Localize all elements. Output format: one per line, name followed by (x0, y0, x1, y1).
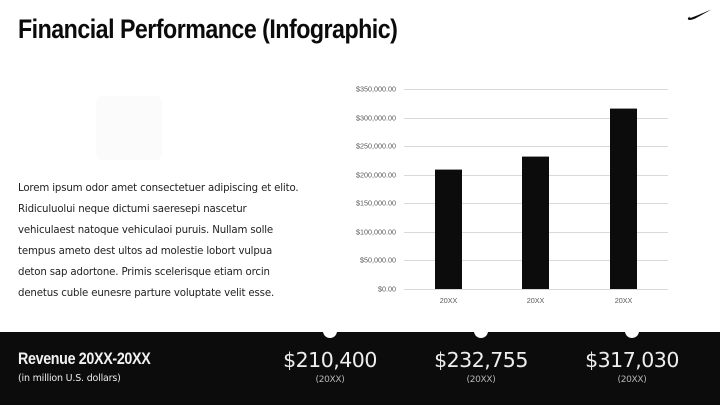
gridline (404, 89, 668, 90)
gridline (404, 289, 668, 290)
bar-3 (610, 107, 637, 289)
swoosh-logo-icon (687, 9, 712, 20)
stat-item: $317,030 (20XX) (557, 348, 707, 386)
y-tick-label: $250,000.00 (356, 141, 396, 151)
x-tick-label: 20XX (439, 296, 458, 305)
stat-value: $210,400 (283, 348, 377, 372)
timeline-marker (474, 324, 488, 338)
y-tick-label: $150,000.00 (356, 198, 396, 208)
x-tick-label: 20XX (614, 296, 633, 305)
stat-item: $210,400 (20XX) (255, 348, 405, 386)
gridline (404, 117, 668, 119)
stat-item: $232,755 (20XX) (406, 348, 556, 386)
decorative-placeholder (96, 96, 162, 160)
summary-subtitle: (in million U.S. dollars) (18, 373, 121, 384)
bar-2 (522, 155, 549, 289)
y-tick-label: $100,000.00 (356, 227, 396, 237)
y-tick-label: $50,000.00 (360, 255, 396, 265)
stat-value: $317,030 (585, 348, 679, 372)
revenue-bar-chart: $350,000.00 $300,000.00 $250,000.00 $200… (340, 80, 680, 310)
y-tick-label: $350,000.00 (356, 84, 396, 94)
gridline (404, 146, 668, 148)
stat-year: (20XX) (466, 375, 496, 385)
x-tick-label: 20XX (526, 296, 545, 305)
description-paragraph: Lorem ipsum odor amet consectetuer adipi… (18, 183, 299, 300)
page-title: Financial Performance (Infographic) (18, 14, 398, 44)
timeline-marker (625, 324, 639, 338)
y-tick-label: $300,000.00 (356, 113, 396, 123)
stat-year: (20XX) (617, 375, 647, 385)
timeline-marker (323, 324, 337, 338)
y-tick-label: $0.00 (378, 284, 396, 294)
bar-1 (435, 168, 462, 289)
y-tick-label: $200,000.00 (356, 170, 396, 180)
summary-title: Revenue 20XX-20XX (18, 349, 151, 368)
revenue-summary-band: Revenue 20XX-20XX (in million U.S. dolla… (0, 324, 720, 405)
stat-value: $232,755 (434, 348, 528, 372)
stat-year: (20XX) (315, 375, 345, 385)
